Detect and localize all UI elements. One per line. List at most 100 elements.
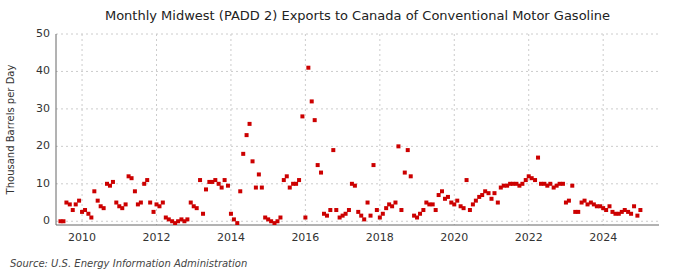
point [294, 182, 298, 186]
point [418, 212, 422, 216]
x-tick-label: 2010 [68, 231, 96, 244]
point [248, 122, 252, 126]
point [226, 184, 230, 188]
point [148, 201, 152, 205]
point [83, 208, 87, 212]
point [378, 216, 382, 220]
point [161, 201, 165, 205]
point [201, 212, 205, 216]
y-tick-label: 10 [36, 177, 50, 190]
point [431, 202, 435, 206]
point [92, 189, 96, 193]
point [195, 206, 199, 210]
point [185, 217, 189, 221]
point [108, 184, 112, 188]
x-grid-line [230, 34, 231, 225]
x-grid-line [454, 34, 455, 225]
point [375, 208, 379, 212]
point [372, 163, 376, 167]
point [238, 189, 242, 193]
point [282, 178, 286, 182]
title: Monthly Midwest (PADD 2) Exports to Cana… [105, 8, 610, 23]
point [344, 212, 348, 216]
x-tick-label: 2018 [366, 231, 394, 244]
point [536, 156, 540, 160]
point [241, 152, 245, 156]
y-grid-line [56, 183, 659, 184]
point [331, 148, 335, 152]
y-grid-line [56, 108, 659, 109]
x-axis-line [56, 225, 659, 226]
point [471, 202, 475, 206]
y-grid-line [56, 34, 659, 35]
point [260, 186, 264, 190]
x-tick-label: 2024 [589, 231, 617, 244]
point [434, 208, 438, 212]
point [629, 212, 633, 216]
y-tick-label: 0 [43, 214, 50, 227]
point [533, 178, 537, 182]
point [462, 206, 466, 210]
point [217, 182, 221, 186]
point [396, 144, 400, 148]
y-grid-line [56, 146, 659, 147]
point [229, 212, 233, 216]
point [245, 133, 249, 137]
point [325, 214, 329, 218]
point [111, 180, 115, 184]
point [288, 186, 292, 190]
y-axis-line [56, 34, 57, 225]
point [139, 201, 143, 205]
point [251, 159, 255, 163]
point [328, 208, 332, 212]
point [607, 204, 611, 208]
point [381, 212, 385, 216]
chart: 0102030405020102012201420162018202020222… [0, 0, 675, 275]
point [474, 199, 478, 203]
x-grid-line [528, 34, 529, 225]
x-grid-line [82, 34, 83, 225]
point [152, 210, 156, 214]
point [353, 184, 357, 188]
point [362, 217, 366, 221]
point [319, 171, 323, 175]
point [130, 176, 134, 180]
point [437, 193, 441, 197]
point [74, 202, 78, 206]
x-grid-line [305, 34, 306, 225]
point [254, 186, 258, 190]
y-grid-line [56, 221, 659, 222]
point [102, 206, 106, 210]
y-axis-label: Thousand Barrels per Day [5, 65, 16, 196]
x-tick-label: 2022 [515, 231, 543, 244]
point [232, 217, 236, 221]
point [359, 214, 363, 218]
point [77, 199, 81, 203]
point [310, 99, 314, 103]
point [446, 195, 450, 199]
point [297, 178, 301, 182]
point [480, 193, 484, 197]
point [257, 172, 261, 176]
point [384, 206, 388, 210]
point [415, 216, 419, 220]
point [390, 204, 394, 208]
y-grid-line [56, 71, 659, 72]
y-tick-label: 50 [36, 27, 50, 40]
point [487, 191, 491, 195]
point [114, 201, 118, 205]
point [303, 216, 307, 220]
point [86, 212, 90, 216]
point [409, 174, 413, 178]
tick-labels: 0102030405020102012201420162018202020222… [36, 27, 617, 244]
point [492, 191, 496, 195]
point [89, 216, 93, 220]
point [567, 199, 571, 203]
x-tick-label: 2014 [217, 231, 245, 244]
point [638, 208, 642, 212]
point [455, 199, 459, 203]
point [71, 208, 75, 212]
point [570, 184, 574, 188]
point [68, 202, 72, 206]
point [189, 201, 193, 205]
